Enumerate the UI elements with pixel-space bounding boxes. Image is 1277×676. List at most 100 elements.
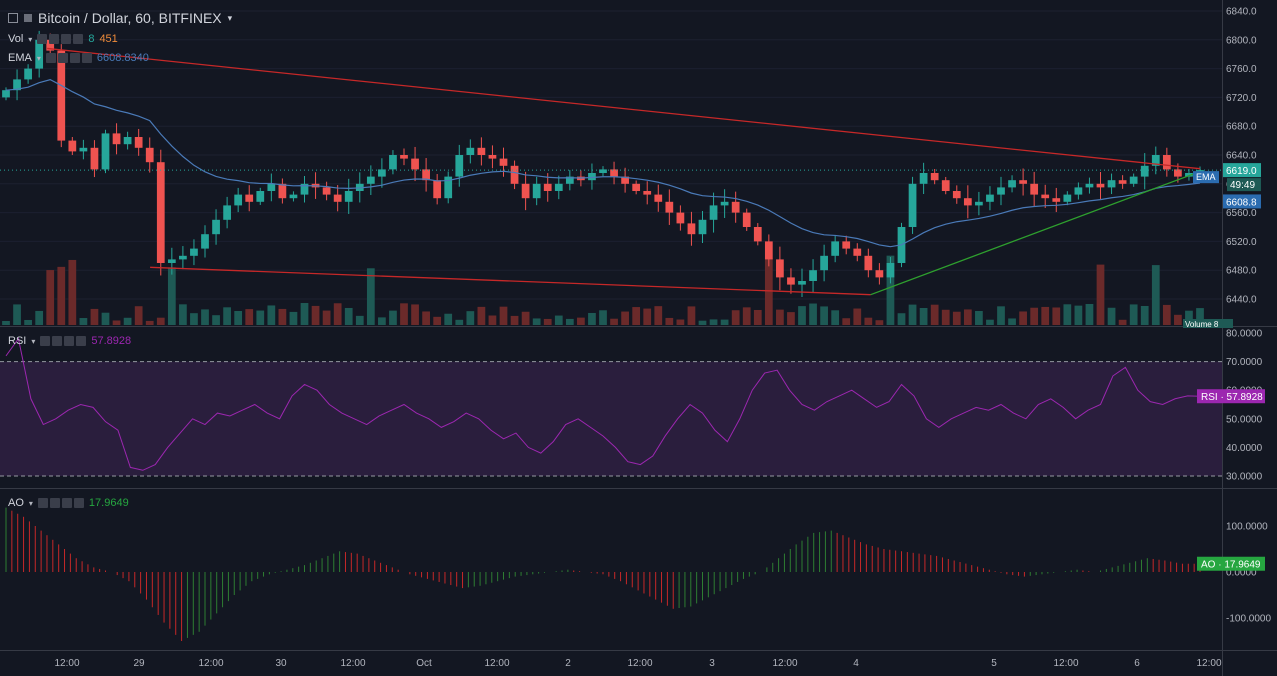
- time-axis-label: 4: [853, 658, 859, 669]
- ema-line: [5, 78, 1201, 248]
- volume-bar: [234, 310, 243, 325]
- candle: [123, 137, 132, 145]
- volume-bar: [720, 319, 729, 325]
- vol-name[interactable]: Vol: [8, 33, 24, 45]
- candle: [599, 169, 607, 173]
- volume-bar: [975, 310, 983, 325]
- rsi-tick-label: 50.0000: [1226, 414, 1263, 425]
- plus-icon[interactable]: [69, 53, 80, 63]
- trendline[interactable]: [150, 266, 871, 296]
- plus-icon[interactable]: [64, 336, 75, 346]
- time-axis-label: 29: [133, 658, 145, 669]
- vol-legend: Vol ▾ 8 451: [8, 33, 118, 45]
- countdown-label: 49:49: [1230, 180, 1255, 191]
- candle: [1140, 165, 1149, 177]
- volume-bar: [1085, 304, 1094, 325]
- candle: [842, 241, 851, 249]
- candle: [986, 194, 994, 202]
- volume-bar: [466, 311, 475, 325]
- eye-icon[interactable]: [37, 34, 48, 44]
- volume-bar: [621, 311, 629, 325]
- rsi-tick-label: 80.0000: [1226, 329, 1263, 340]
- volume-bar: [333, 303, 342, 325]
- plus-icon[interactable]: [61, 34, 72, 44]
- volume-bar: [411, 304, 419, 325]
- close-icon[interactable]: [76, 336, 87, 346]
- gear-icon[interactable]: [57, 53, 68, 63]
- candle: [975, 201, 983, 206]
- volume-bar: [853, 308, 862, 325]
- gear-icon[interactable]: [49, 498, 60, 508]
- ao-tick-label: -100.0000: [1226, 614, 1271, 625]
- rsi-value: 57.8928: [91, 335, 132, 347]
- caret-down-icon[interactable]: ▾: [28, 34, 33, 44]
- plus-icon[interactable]: [61, 498, 72, 508]
- ema-name[interactable]: EMA: [8, 52, 32, 64]
- rsi-name[interactable]: RSI: [8, 335, 27, 347]
- candle: [278, 183, 287, 199]
- candle: [389, 155, 397, 170]
- ema-tag-label: EMA: [1196, 172, 1216, 182]
- candle: [400, 155, 408, 159]
- last-price-tag: [1223, 163, 1261, 178]
- close-icon[interactable]: [73, 498, 84, 508]
- candle: [997, 187, 1005, 195]
- volume-bar: [809, 303, 817, 325]
- caret-down-icon[interactable]: ▾: [227, 12, 233, 23]
- rsi-legend: RSI ▾ 57.8928: [8, 335, 131, 347]
- candle: [787, 277, 795, 285]
- eye-icon[interactable]: [37, 498, 48, 508]
- candle: [156, 162, 165, 263]
- candle: [809, 270, 817, 281]
- volume-bar: [35, 310, 44, 325]
- trendline[interactable]: [870, 170, 1201, 296]
- candle: [908, 183, 917, 227]
- volume-bar: [643, 308, 652, 325]
- candle: [433, 180, 442, 199]
- volume-bar: [366, 268, 375, 325]
- candle: [466, 147, 475, 155]
- volume-bar: [179, 304, 187, 325]
- candle: [543, 183, 552, 191]
- candle: [554, 183, 563, 191]
- ao-name[interactable]: AO: [8, 497, 24, 509]
- volume-bar: [665, 317, 674, 325]
- volume-bar: [963, 309, 972, 325]
- gear-icon[interactable]: [49, 34, 60, 44]
- collapse-icon[interactable]: [8, 13, 18, 23]
- candle: [1096, 183, 1105, 188]
- volume-bar: [256, 310, 265, 325]
- volume-bar: [588, 312, 596, 325]
- candle: [521, 183, 530, 199]
- caret-down-icon[interactable]: ▾: [28, 498, 33, 508]
- indicator-buttons: [40, 336, 87, 346]
- eye-icon[interactable]: [40, 336, 51, 346]
- candle: [322, 187, 331, 195]
- volume-bar: [687, 306, 696, 325]
- close-icon[interactable]: [73, 34, 84, 44]
- volume-bar: [344, 307, 353, 325]
- time-axis-label: 6: [1134, 658, 1140, 669]
- price-tick-label: 6680.0: [1226, 122, 1257, 133]
- eye-icon[interactable]: [45, 53, 56, 63]
- candle: [1063, 194, 1072, 202]
- caret-down-icon[interactable]: ▾: [36, 53, 41, 63]
- candle: [1174, 169, 1182, 177]
- price-tick-label: 6800.0: [1226, 35, 1257, 46]
- volume-bar: [831, 310, 840, 325]
- caret-down-icon[interactable]: ▾: [31, 336, 36, 346]
- symbol-title[interactable]: Bitcoin / Dollar, 60, BITFINEX: [38, 10, 222, 26]
- candle: [256, 191, 265, 202]
- volume-bar: [311, 305, 320, 325]
- trendline[interactable]: [47, 47, 1201, 170]
- close-icon[interactable]: [81, 53, 92, 63]
- gear-icon[interactable]: [52, 336, 63, 346]
- candle: [1052, 198, 1061, 202]
- volume-bar: [698, 320, 707, 325]
- volume-bar: [820, 306, 828, 325]
- candle: [234, 194, 243, 206]
- ao-value: 17.9649: [88, 497, 129, 509]
- price-tick-label: 6840.0: [1226, 7, 1257, 18]
- candle: [753, 227, 762, 242]
